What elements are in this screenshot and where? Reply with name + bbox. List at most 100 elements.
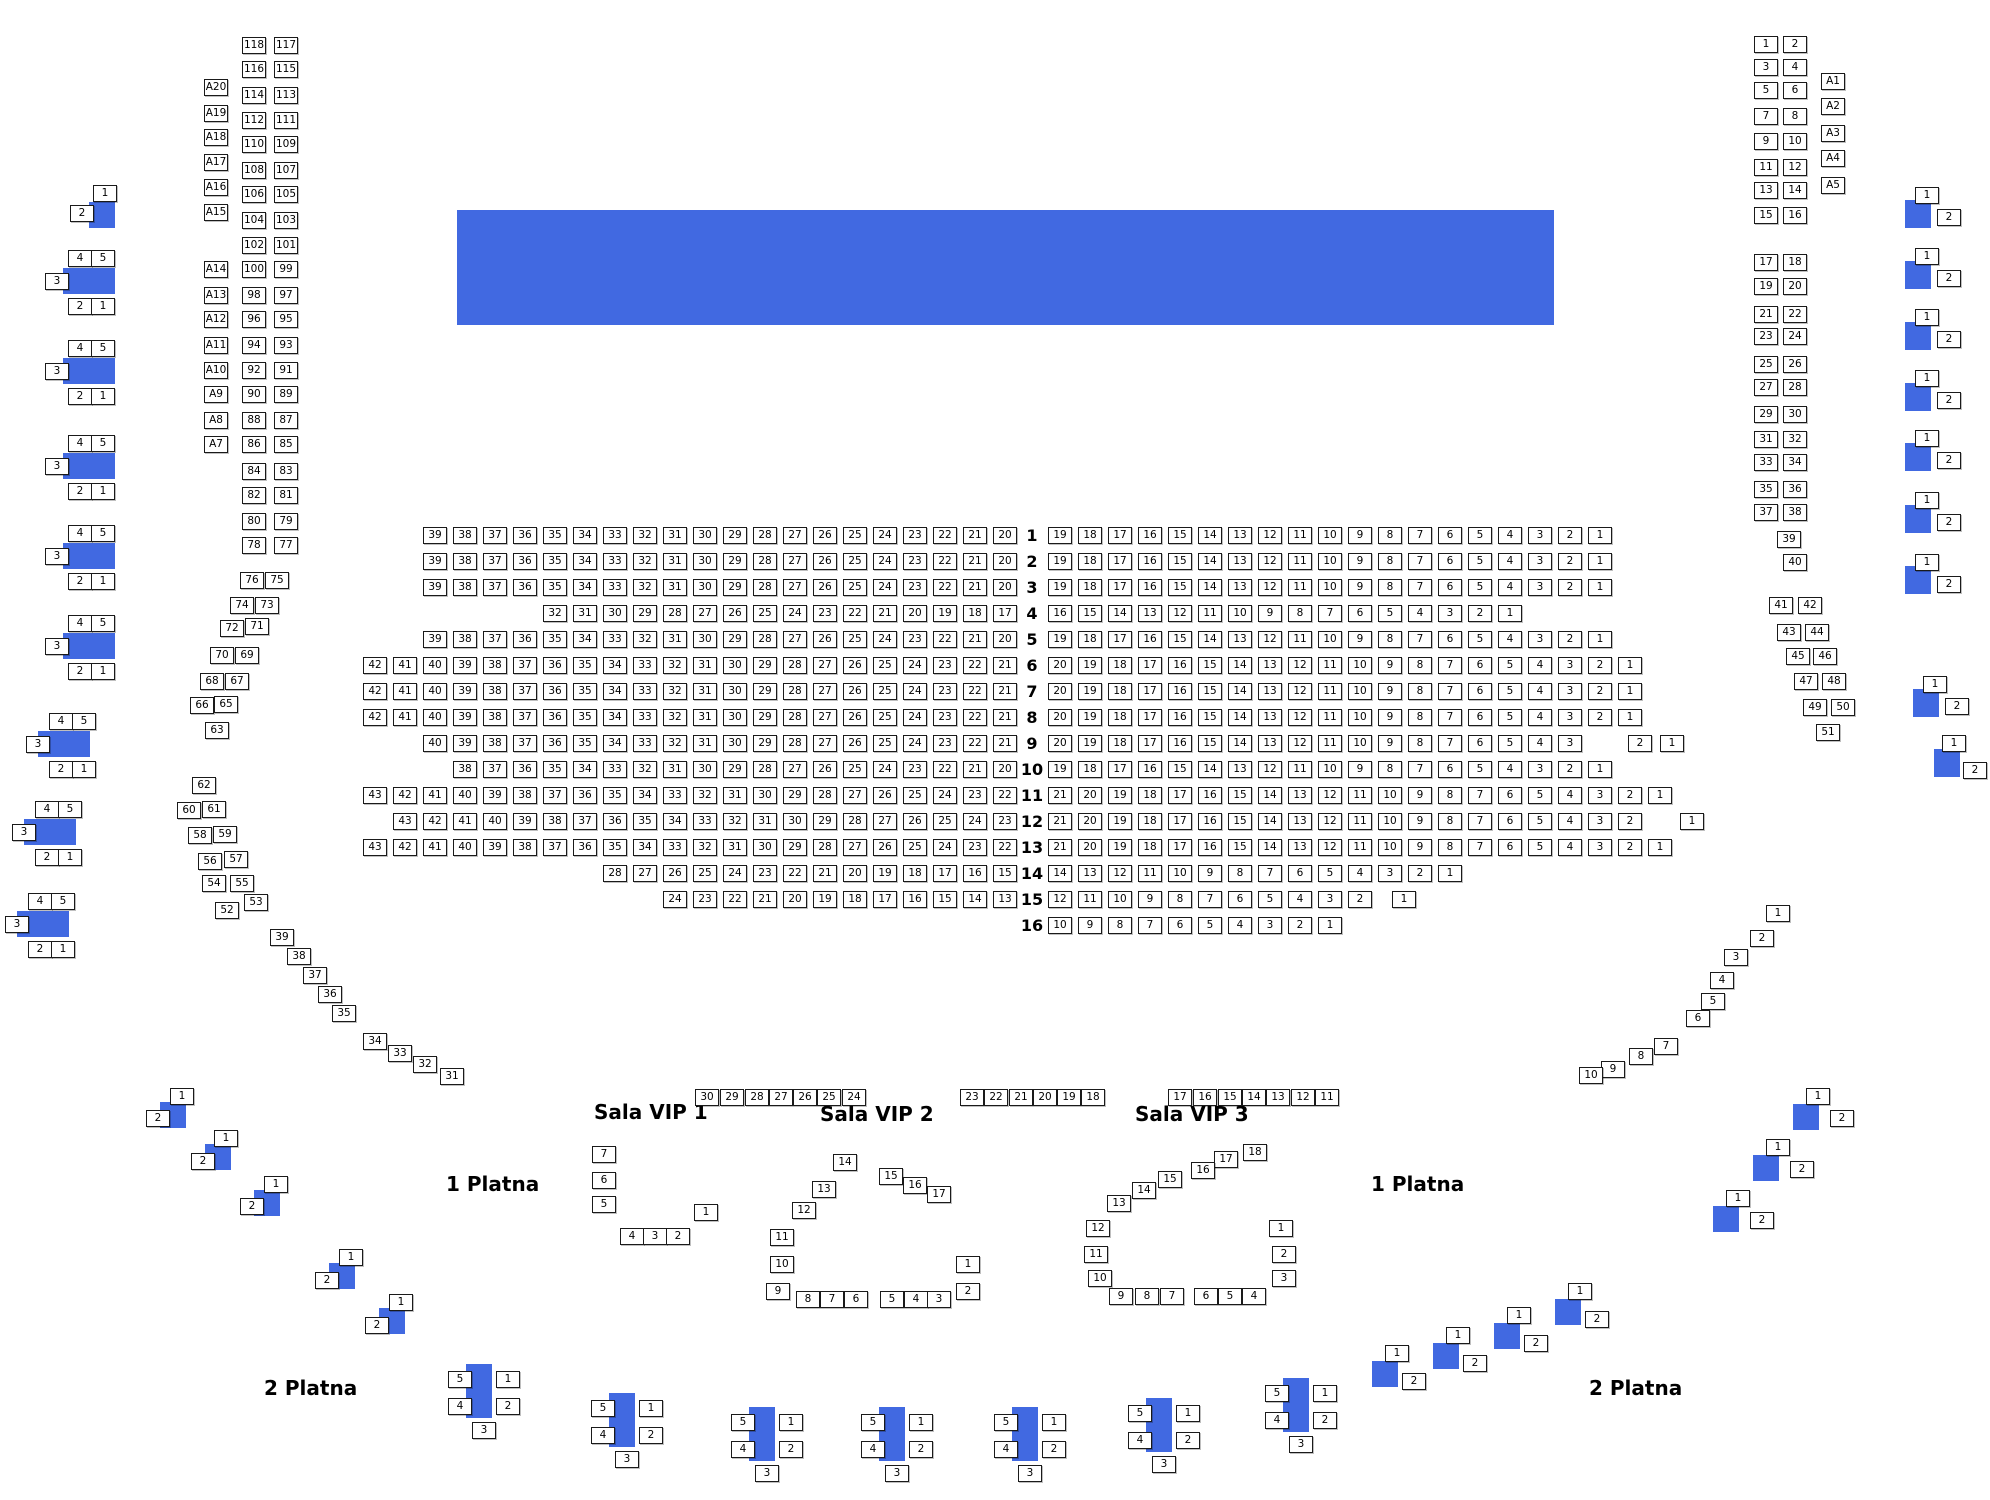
sala-vip-3-seats-seat[interactable]: 2	[1272, 1246, 1296, 1263]
right-edge-table-4-seat[interactable]: 2	[1937, 392, 1961, 409]
seat-row-12[interactable]: 8	[1438, 813, 1462, 830]
sala-vip-3-seats-seat[interactable]: 3	[1272, 1270, 1296, 1287]
seat-row-1[interactable]: 9	[1348, 527, 1372, 544]
seat-row-13[interactable]: 3	[1588, 839, 1612, 856]
seat-row-14[interactable]: 11	[1138, 865, 1162, 882]
seat-row-10[interactable]: 8	[1378, 761, 1402, 778]
seat-row-12[interactable]: 19	[1108, 813, 1132, 830]
seat-row-1[interactable]: 24	[873, 527, 897, 544]
sala-vip-3-seats-seat[interactable]: 17	[1168, 1089, 1192, 1106]
left-upper-pairs-seat[interactable]: 112	[242, 112, 266, 129]
left-upper-pairs-seat[interactable]: 99	[274, 261, 298, 278]
seat-row-3[interactable]: 20	[993, 579, 1017, 596]
seat-row-10[interactable]: 6	[1438, 761, 1462, 778]
left-edge-table-6-seat[interactable]: 3	[45, 638, 69, 655]
seat-row-7[interactable]: 40	[423, 683, 447, 700]
right-edge-table-8-seat[interactable]: 1	[1923, 676, 1947, 693]
lower-right-table-2-seat[interactable]: 2	[1463, 1355, 1487, 1372]
seat-row-12[interactable]: 39	[513, 813, 537, 830]
left-a-column-seat[interactable]: A20	[204, 79, 228, 96]
left-diagonal-seat[interactable]: 58	[188, 827, 212, 844]
seat-row-2[interactable]: 5	[1468, 553, 1492, 570]
seat-row-11[interactable]: 34	[633, 787, 657, 804]
seat-row-14[interactable]: 2	[1408, 865, 1432, 882]
sala-vip-1-seats-seat[interactable]: 6	[592, 1172, 616, 1189]
seat-row-12[interactable]: 17	[1168, 813, 1192, 830]
left-edge-table-2-seat[interactable]: 1	[91, 298, 115, 315]
sala-vip-2-seats-seat[interactable]: 19	[1057, 1089, 1081, 1106]
seat-row-1[interactable]: 8	[1378, 527, 1402, 544]
left-upper-pairs-seat[interactable]: 117	[274, 37, 298, 54]
right-upper-pairs-seat[interactable]: 11	[1754, 159, 1778, 176]
seat-row-3[interactable]: 5	[1468, 579, 1492, 596]
seat-row-13[interactable]: 43	[363, 839, 387, 856]
seat-row-6[interactable]: 4	[1528, 657, 1552, 674]
seat-row-3[interactable]: 34	[573, 579, 597, 596]
left-diagonal-seat[interactable]: 60	[177, 802, 201, 819]
far-right-lower-table-2[interactable]	[1753, 1155, 1779, 1181]
seat-row-8[interactable]: 26	[843, 709, 867, 726]
seat-row-9[interactable]: 22	[963, 735, 987, 752]
seat-row-10[interactable]: 12	[1258, 761, 1282, 778]
right-a-column-seat[interactable]: A2	[1821, 98, 1845, 115]
bottom-table-3-seat[interactable]: 3	[755, 1465, 779, 1482]
right-upper-pairs-seat[interactable]: 20	[1783, 278, 1807, 295]
seat-row-5[interactable]: 13	[1228, 631, 1252, 648]
left-upper-pairs-seat[interactable]: 79	[274, 513, 298, 530]
seat-row-3[interactable]: 11	[1288, 579, 1312, 596]
seat-row-10[interactable]: 37	[483, 761, 507, 778]
left-diagonal-seat[interactable]: 59	[213, 826, 237, 843]
seat-row-12[interactable]: 13	[1288, 813, 1312, 830]
seat-row-13[interactable]: 25	[903, 839, 927, 856]
seat-row-5[interactable]: 9	[1348, 631, 1372, 648]
seat-row-13[interactable]: 10	[1378, 839, 1402, 856]
seat-row-10[interactable]: 2	[1558, 761, 1582, 778]
sala-vip-2-seats-seat[interactable]: 13	[812, 1181, 836, 1198]
seat-row-2[interactable]: 38	[453, 553, 477, 570]
seat-row-8[interactable]: 42	[363, 709, 387, 726]
seat-row-9[interactable]: 4	[1528, 735, 1552, 752]
seat-row-8[interactable]: 29	[753, 709, 777, 726]
sala-vip-3-seats-seat[interactable]: 15	[1218, 1089, 1242, 1106]
seat-row-3[interactable]: 39	[423, 579, 447, 596]
seat-row-6[interactable]: 1	[1618, 657, 1642, 674]
right-edge-table-8-seat[interactable]: 2	[1945, 698, 1969, 715]
bottom-table-5-seat[interactable]: 5	[994, 1414, 1018, 1431]
seat-row-6[interactable]: 40	[423, 657, 447, 674]
left-a-column-seat[interactable]: A8	[204, 412, 228, 429]
sala-vip-1-seats-seat[interactable]: 4	[620, 1228, 644, 1245]
seat-row-2[interactable]: 31	[663, 553, 687, 570]
seat-row-2[interactable]: 36	[513, 553, 537, 570]
seat-row-8[interactable]: 23	[933, 709, 957, 726]
seat-row-10[interactable]: 26	[813, 761, 837, 778]
lower-right-table-1-seat[interactable]: 2	[1402, 1373, 1426, 1390]
left-diagonal-seat[interactable]: 36	[318, 986, 342, 1003]
sala-vip-2-seats-seat[interactable]: 18	[1081, 1089, 1105, 1106]
bottom-table-4-seat[interactable]: 1	[909, 1414, 933, 1431]
seat-row-5[interactable]: 6	[1438, 631, 1462, 648]
left-upper-pairs-seat[interactable]: 97	[274, 287, 298, 304]
left-upper-pairs-seat[interactable]: 82	[242, 487, 266, 504]
right-upper-pairs-seat[interactable]: 3	[1754, 59, 1778, 76]
right-lower-diagonal-seat[interactable]: 7	[1654, 1038, 1678, 1055]
seat-row-2[interactable]: 8	[1378, 553, 1402, 570]
seat-row-13[interactable]: 7	[1468, 839, 1492, 856]
seat-row-11[interactable]: 5	[1528, 787, 1552, 804]
right-a-column-seat[interactable]: A5	[1821, 177, 1845, 194]
seat-row-10[interactable]: 33	[603, 761, 627, 778]
seat-row-13[interactable]: 20	[1078, 839, 1102, 856]
left-a-column-seat[interactable]: A12	[204, 311, 228, 328]
seat-row-2[interactable]: 7	[1408, 553, 1432, 570]
seat-row-12[interactable]: 3	[1588, 813, 1612, 830]
seat-row-12[interactable]: 18	[1138, 813, 1162, 830]
seat-row-7[interactable]: 31	[693, 683, 717, 700]
seat-row-10[interactable]: 13	[1228, 761, 1252, 778]
seat-row-16[interactable]: 1	[1318, 917, 1342, 934]
seat-row-3[interactable]: 38	[453, 579, 477, 596]
left-edge-table-2-seat[interactable]: 3	[45, 273, 69, 290]
seat-row-10[interactable]: 31	[663, 761, 687, 778]
sala-vip-3-seats-seat[interactable]: 15	[1158, 1171, 1182, 1188]
seat-row-9[interactable]: 6	[1468, 735, 1492, 752]
right-upper-pairs-seat[interactable]: 29	[1754, 406, 1778, 423]
seat-row-7[interactable]: 36	[543, 683, 567, 700]
